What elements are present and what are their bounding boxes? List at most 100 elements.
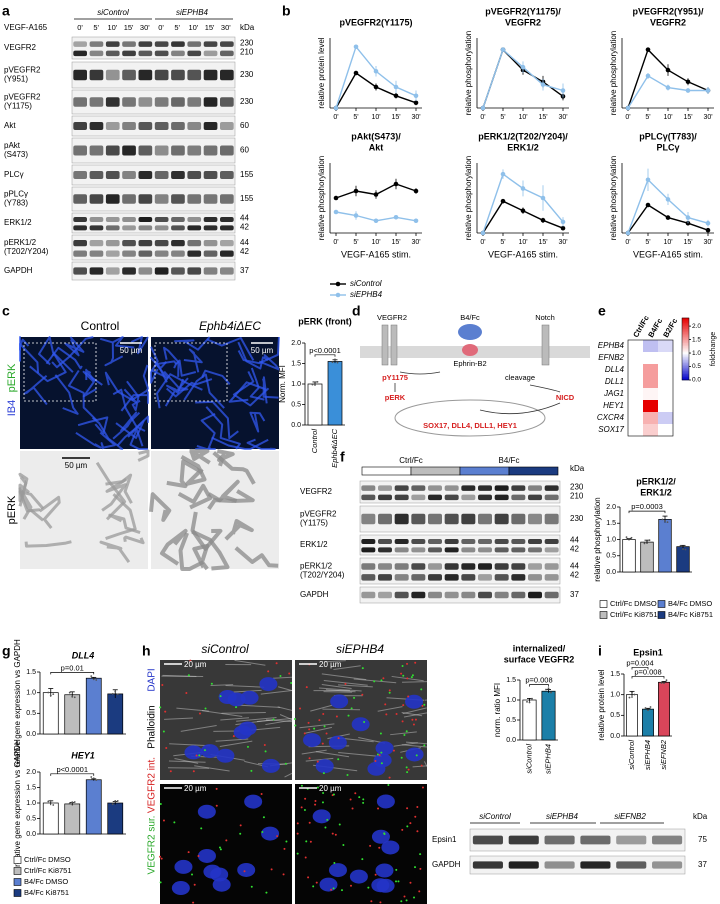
blot-band bbox=[187, 267, 202, 275]
heatmap-cell bbox=[658, 400, 673, 412]
stress-fiber bbox=[169, 743, 211, 747]
y-tick-label: 2.0 bbox=[606, 504, 616, 511]
row-label: HEY1 bbox=[603, 401, 624, 410]
blot-band bbox=[378, 494, 392, 501]
blot-band bbox=[203, 122, 218, 130]
data-point bbox=[520, 186, 526, 191]
colorbar-step bbox=[682, 350, 689, 353]
stress-fiber bbox=[277, 706, 293, 711]
vesicle bbox=[296, 852, 299, 855]
series-line bbox=[627, 178, 709, 234]
legend-swatch bbox=[657, 600, 666, 608]
blot-band bbox=[154, 122, 169, 130]
vesicle bbox=[405, 899, 408, 902]
vesicle bbox=[338, 823, 341, 826]
vesicle bbox=[305, 840, 308, 843]
vessel bbox=[85, 368, 96, 382]
panel-letter: e bbox=[598, 303, 606, 319]
vesicle bbox=[380, 751, 383, 754]
blot-band bbox=[73, 69, 87, 81]
stress-fiber bbox=[401, 712, 423, 717]
significance-bracket bbox=[631, 676, 665, 679]
replicate-dot bbox=[73, 696, 76, 699]
y-tick-label: 0.0 bbox=[291, 422, 301, 429]
blot-band bbox=[154, 267, 169, 275]
x-tick-label: 15' bbox=[683, 114, 692, 121]
vessel bbox=[178, 532, 205, 571]
stress-fiber bbox=[237, 704, 281, 708]
replicate-dot bbox=[334, 358, 336, 361]
replicate-dot bbox=[660, 682, 663, 684]
bar bbox=[676, 546, 690, 573]
replicate-dot bbox=[528, 701, 531, 704]
vessel bbox=[207, 489, 255, 511]
stress-fiber bbox=[278, 686, 293, 692]
stress-fiber bbox=[256, 717, 293, 722]
legend-swatch bbox=[13, 867, 22, 875]
heatmap-cell bbox=[658, 340, 673, 352]
replicate-dot bbox=[648, 539, 651, 542]
blot-band bbox=[89, 194, 104, 204]
blot-band bbox=[171, 69, 185, 81]
vesicle bbox=[219, 695, 222, 698]
colorbar-label: foldchange bbox=[710, 332, 717, 366]
x-tick-label: Control bbox=[310, 429, 319, 454]
vessel bbox=[224, 519, 254, 541]
blot-band bbox=[89, 225, 104, 231]
blot-band bbox=[122, 250, 136, 257]
y-axis-label: norm. ratio MFI bbox=[493, 683, 502, 737]
label: pERK bbox=[6, 363, 18, 392]
label: (Y1175) bbox=[4, 102, 32, 111]
nucleus bbox=[375, 741, 394, 756]
blot-band bbox=[138, 225, 153, 231]
stress-fiber bbox=[272, 676, 293, 679]
vessel bbox=[237, 336, 280, 365]
vessel bbox=[174, 336, 211, 351]
data-point bbox=[520, 64, 526, 70]
vesicle bbox=[250, 769, 253, 772]
heatmap-cell bbox=[628, 400, 643, 412]
nucleus bbox=[197, 804, 216, 819]
label: VEGFR2 bbox=[4, 43, 37, 52]
blot-band bbox=[138, 122, 153, 130]
label: kDa bbox=[570, 464, 585, 473]
series-line bbox=[482, 200, 564, 234]
label: 44 bbox=[570, 562, 579, 571]
blot-band bbox=[89, 41, 104, 47]
blot-band bbox=[616, 861, 647, 869]
label: VEGFR2 sur. bbox=[147, 816, 158, 875]
blot-band bbox=[122, 240, 136, 247]
vesicle bbox=[192, 770, 195, 773]
data-point bbox=[645, 202, 651, 208]
vesicle bbox=[296, 832, 299, 835]
blot-band bbox=[411, 485, 426, 491]
replicate-dot bbox=[71, 695, 74, 698]
blot-band bbox=[122, 50, 136, 57]
vesicle bbox=[373, 680, 376, 683]
colorbar-tick-label: 1.5 bbox=[692, 336, 701, 343]
vesicle bbox=[159, 855, 162, 858]
blot-band bbox=[154, 250, 169, 257]
replicate-dot bbox=[526, 700, 528, 703]
stress-fiber bbox=[164, 717, 193, 720]
blot-band bbox=[220, 145, 234, 156]
label: 60 bbox=[240, 121, 249, 130]
blot-band bbox=[508, 861, 539, 869]
blot-band bbox=[138, 50, 153, 57]
blot-band bbox=[138, 267, 153, 275]
data-point bbox=[500, 47, 506, 52]
vesicle bbox=[300, 806, 303, 809]
blot-band bbox=[203, 41, 218, 47]
bar bbox=[85, 779, 102, 835]
blot-band bbox=[461, 547, 476, 553]
blot-band bbox=[528, 547, 542, 553]
vessel bbox=[180, 455, 207, 486]
vessel bbox=[99, 431, 116, 450]
blot-band bbox=[138, 217, 153, 222]
y-tick-label: 1.5 bbox=[610, 671, 620, 678]
vesicle bbox=[415, 754, 418, 757]
blot-band bbox=[73, 240, 87, 247]
label: pVEGFR2 bbox=[4, 93, 41, 102]
legend-swatch bbox=[657, 611, 666, 619]
replicate-dot bbox=[52, 693, 55, 696]
